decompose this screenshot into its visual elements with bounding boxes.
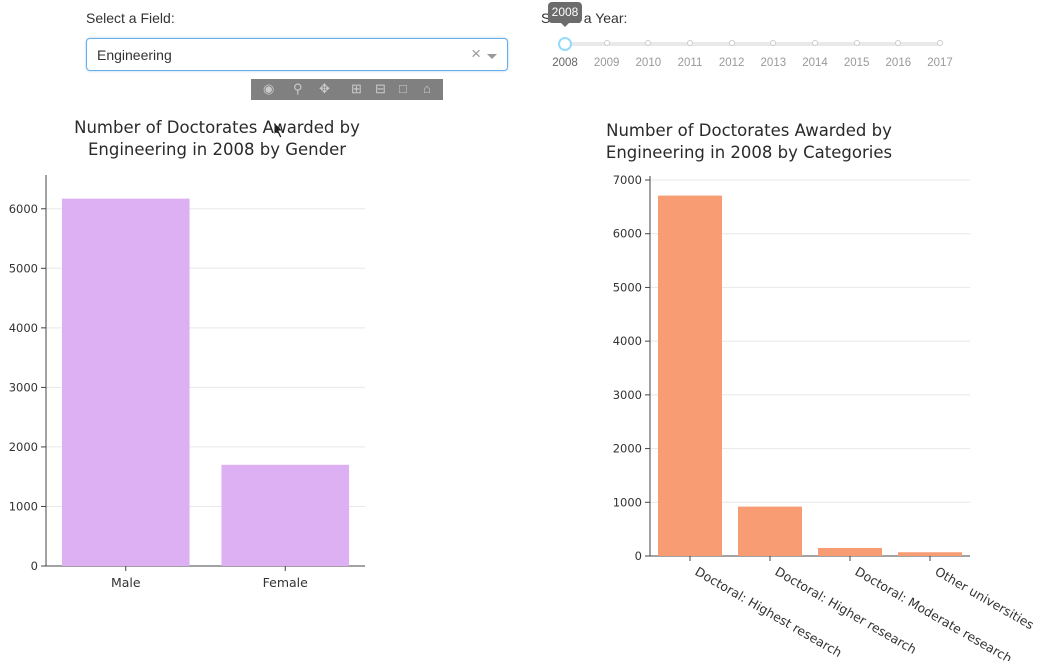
year-slider-dot[interactable] — [728, 40, 735, 46]
chevron-down-icon[interactable] — [487, 54, 497, 59]
chart-modebar: ◉ ⚲ ✥ ⊞ ⊟ □ ⌂ — [251, 79, 443, 100]
mouse-cursor-icon — [273, 121, 285, 139]
year-slider-dot[interactable] — [853, 40, 860, 46]
year-slider-dot[interactable] — [812, 40, 818, 46]
y-tick-label: 2000 — [613, 442, 642, 456]
year-mark-2013[interactable]: 2013 — [760, 57, 787, 69]
categories-bar-chart: Number of Doctorates Awarded by Engineeri… — [606, 121, 1037, 661]
y-tick-label: 1000 — [613, 495, 642, 509]
year-mark-2014[interactable]: 2014 — [802, 57, 828, 69]
field-dropdown-value: Engineering — [97, 47, 172, 63]
x-tick-label: Doctoral: Higher research — [773, 564, 920, 657]
y-tick-label: 6000 — [613, 227, 642, 241]
y-tick-label: 3000 — [613, 388, 642, 402]
year-mark-2015[interactable]: 2015 — [843, 57, 870, 69]
year-slider-dot[interactable] — [937, 40, 943, 46]
y-tick-label: 0 — [635, 549, 642, 563]
home-icon[interactable]: ⌂ — [423, 81, 431, 96]
year-slider-dot[interactable] — [603, 40, 610, 46]
y-tick-label: 4000 — [613, 334, 642, 348]
chart-title-line: Engineering in 2008 by Categories — [606, 143, 892, 162]
chart-title-line: Engineering in 2008 by Gender — [88, 140, 346, 159]
y-tick-label: 5000 — [9, 261, 38, 275]
y-tick-label: 1000 — [9, 499, 38, 513]
year-mark-2016[interactable]: 2016 — [885, 57, 912, 69]
x-tick-label: Female — [263, 575, 309, 590]
pan-icon[interactable]: ✥ — [319, 81, 330, 96]
year-mark-2011[interactable]: 2011 — [677, 57, 703, 69]
year-mark-2017[interactable]: 2017 — [927, 57, 953, 69]
y-tick-label: 4000 — [9, 321, 38, 335]
autoscale-icon[interactable]: □ — [399, 81, 407, 96]
year-mark-2012[interactable]: 2012 — [718, 57, 745, 69]
x-tick-label: Male — [111, 575, 141, 590]
camera-icon[interactable]: ◉ — [263, 81, 275, 96]
gender-bar-chart: Number of Doctorates Awarded by Engineeri… — [9, 118, 365, 590]
zoom-out-icon[interactable]: ⊟ — [375, 81, 386, 96]
year-slider-track[interactable] — [565, 42, 940, 46]
field-dropdown[interactable]: Engineering × — [86, 38, 508, 71]
y-tick-label: 7000 — [613, 173, 642, 187]
x-tick-label: Doctoral: Highest research — [693, 564, 845, 661]
year-mark-2010[interactable]: 2010 — [635, 57, 662, 69]
year-mark-2009[interactable]: 2009 — [593, 57, 620, 69]
y-tick-label: 0 — [31, 559, 38, 573]
year-slider-dot[interactable] — [645, 40, 652, 46]
year-slider-dot[interactable] — [770, 40, 777, 46]
year-tooltip-arrow — [561, 23, 569, 27]
y-tick-label: 6000 — [9, 202, 38, 216]
bar[interactable] — [898, 552, 962, 556]
bar[interactable] — [221, 464, 350, 566]
bar[interactable] — [658, 195, 722, 556]
chart-title-line: Number of Doctorates Awarded by — [606, 121, 892, 140]
zoom-icon[interactable]: ⚲ — [293, 81, 303, 96]
zoom-in-icon[interactable]: ⊞ — [351, 81, 362, 96]
year-mark-2008[interactable]: 2008 — [552, 57, 578, 69]
x-tick-label: Doctoral: Moderate research — [853, 564, 1015, 661]
year-slider-dot[interactable] — [895, 40, 902, 46]
y-tick-label: 5000 — [613, 280, 642, 294]
y-tick-label: 2000 — [9, 440, 38, 454]
year-slider-handle[interactable] — [558, 37, 572, 51]
field-label: Select a Field: — [86, 10, 175, 26]
clear-icon[interactable]: × — [471, 44, 481, 63]
bar[interactable] — [738, 506, 802, 556]
year-slider-dot[interactable] — [687, 40, 693, 46]
bar[interactable] — [818, 547, 882, 556]
year-tooltip: 2008 — [548, 2, 582, 23]
bar[interactable] — [61, 198, 190, 566]
chart-title-line: Number of Doctorates Awarded by — [74, 118, 360, 137]
y-tick-label: 3000 — [9, 380, 38, 394]
